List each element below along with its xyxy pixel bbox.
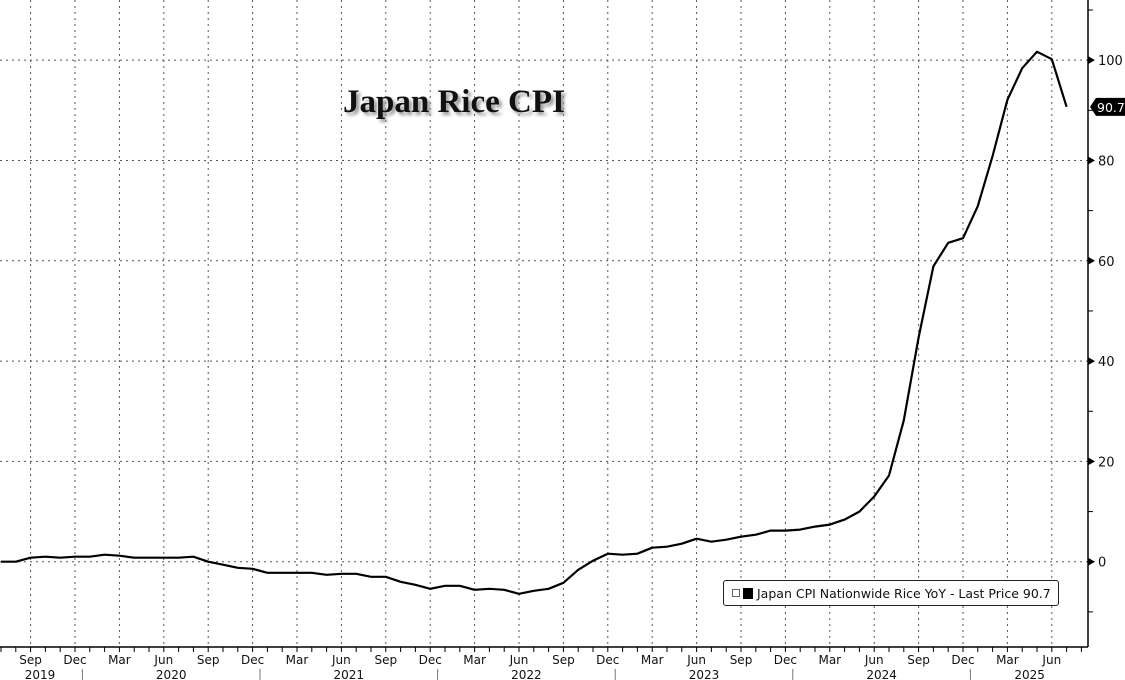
x-month-label: Sep [19, 653, 42, 667]
last-value-tag [1090, 97, 1125, 116]
x-month-label: Sep [374, 653, 397, 667]
x-month-label: Dec [774, 653, 797, 667]
legend-label: Japan CPI Nationwide Rice YoY - Last Pri… [757, 585, 1051, 601]
x-month-label: Jun [153, 653, 173, 667]
y-tick-label: 40 [1098, 355, 1115, 370]
x-month-label: Sep [197, 653, 220, 667]
y-tick-marker [1088, 56, 1095, 65]
x-year-label: 2025 [1014, 668, 1045, 680]
x-year-label: 2019 [25, 668, 56, 680]
legend-expand-icon[interactable] [732, 589, 740, 597]
x-year-label: 2023 [689, 668, 720, 680]
x-month-label: Jun [686, 653, 706, 667]
x-month-label: Mar [286, 653, 309, 667]
y-tick-marker [1088, 557, 1095, 566]
legend: Japan CPI Nationwide Rice YoY - Last Pri… [723, 580, 1059, 606]
x-month-label: Mar [641, 653, 664, 667]
x-month-label: Jun [509, 653, 529, 667]
last-value-label: 90.7 [1097, 100, 1125, 115]
x-month-label: Sep [907, 653, 930, 667]
x-year-label: 2021 [334, 668, 365, 680]
y-tick-marker [1088, 256, 1095, 265]
y-tick-marker [1088, 457, 1095, 466]
x-year-label: 2024 [866, 668, 897, 680]
y-tick-label: 0 [1098, 556, 1106, 571]
x-month-label: Jun [331, 653, 351, 667]
x-month-label: Dec [63, 653, 86, 667]
y-tick-label: 80 [1098, 154, 1115, 169]
y-tick-label: 20 [1098, 455, 1115, 470]
y-tick-label: 100 [1098, 54, 1123, 69]
x-month-label: Dec [596, 653, 619, 667]
x-month-label: Jun [1041, 653, 1061, 667]
x-month-label: Sep [552, 653, 575, 667]
y-tick-marker [1088, 357, 1095, 366]
x-month-label: Mar [996, 653, 1019, 667]
x-month-label: Sep [730, 653, 753, 667]
chart-title: Japan Rice CPI [343, 84, 565, 120]
x-month-label: Mar [463, 653, 486, 667]
x-year-label: 2022 [511, 668, 542, 680]
x-month-label: Mar [818, 653, 841, 667]
x-month-label: Dec [951, 653, 974, 667]
x-year-label: 2020 [156, 668, 187, 680]
x-month-label: Dec [241, 653, 264, 667]
x-month-label: Dec [419, 653, 442, 667]
x-month-label: Jun [864, 653, 884, 667]
y-tick-label: 60 [1098, 255, 1115, 270]
legend-swatch [743, 587, 753, 599]
y-tick-marker [1088, 156, 1095, 165]
x-month-label: Mar [108, 653, 131, 667]
series-line [1, 50, 1068, 595]
